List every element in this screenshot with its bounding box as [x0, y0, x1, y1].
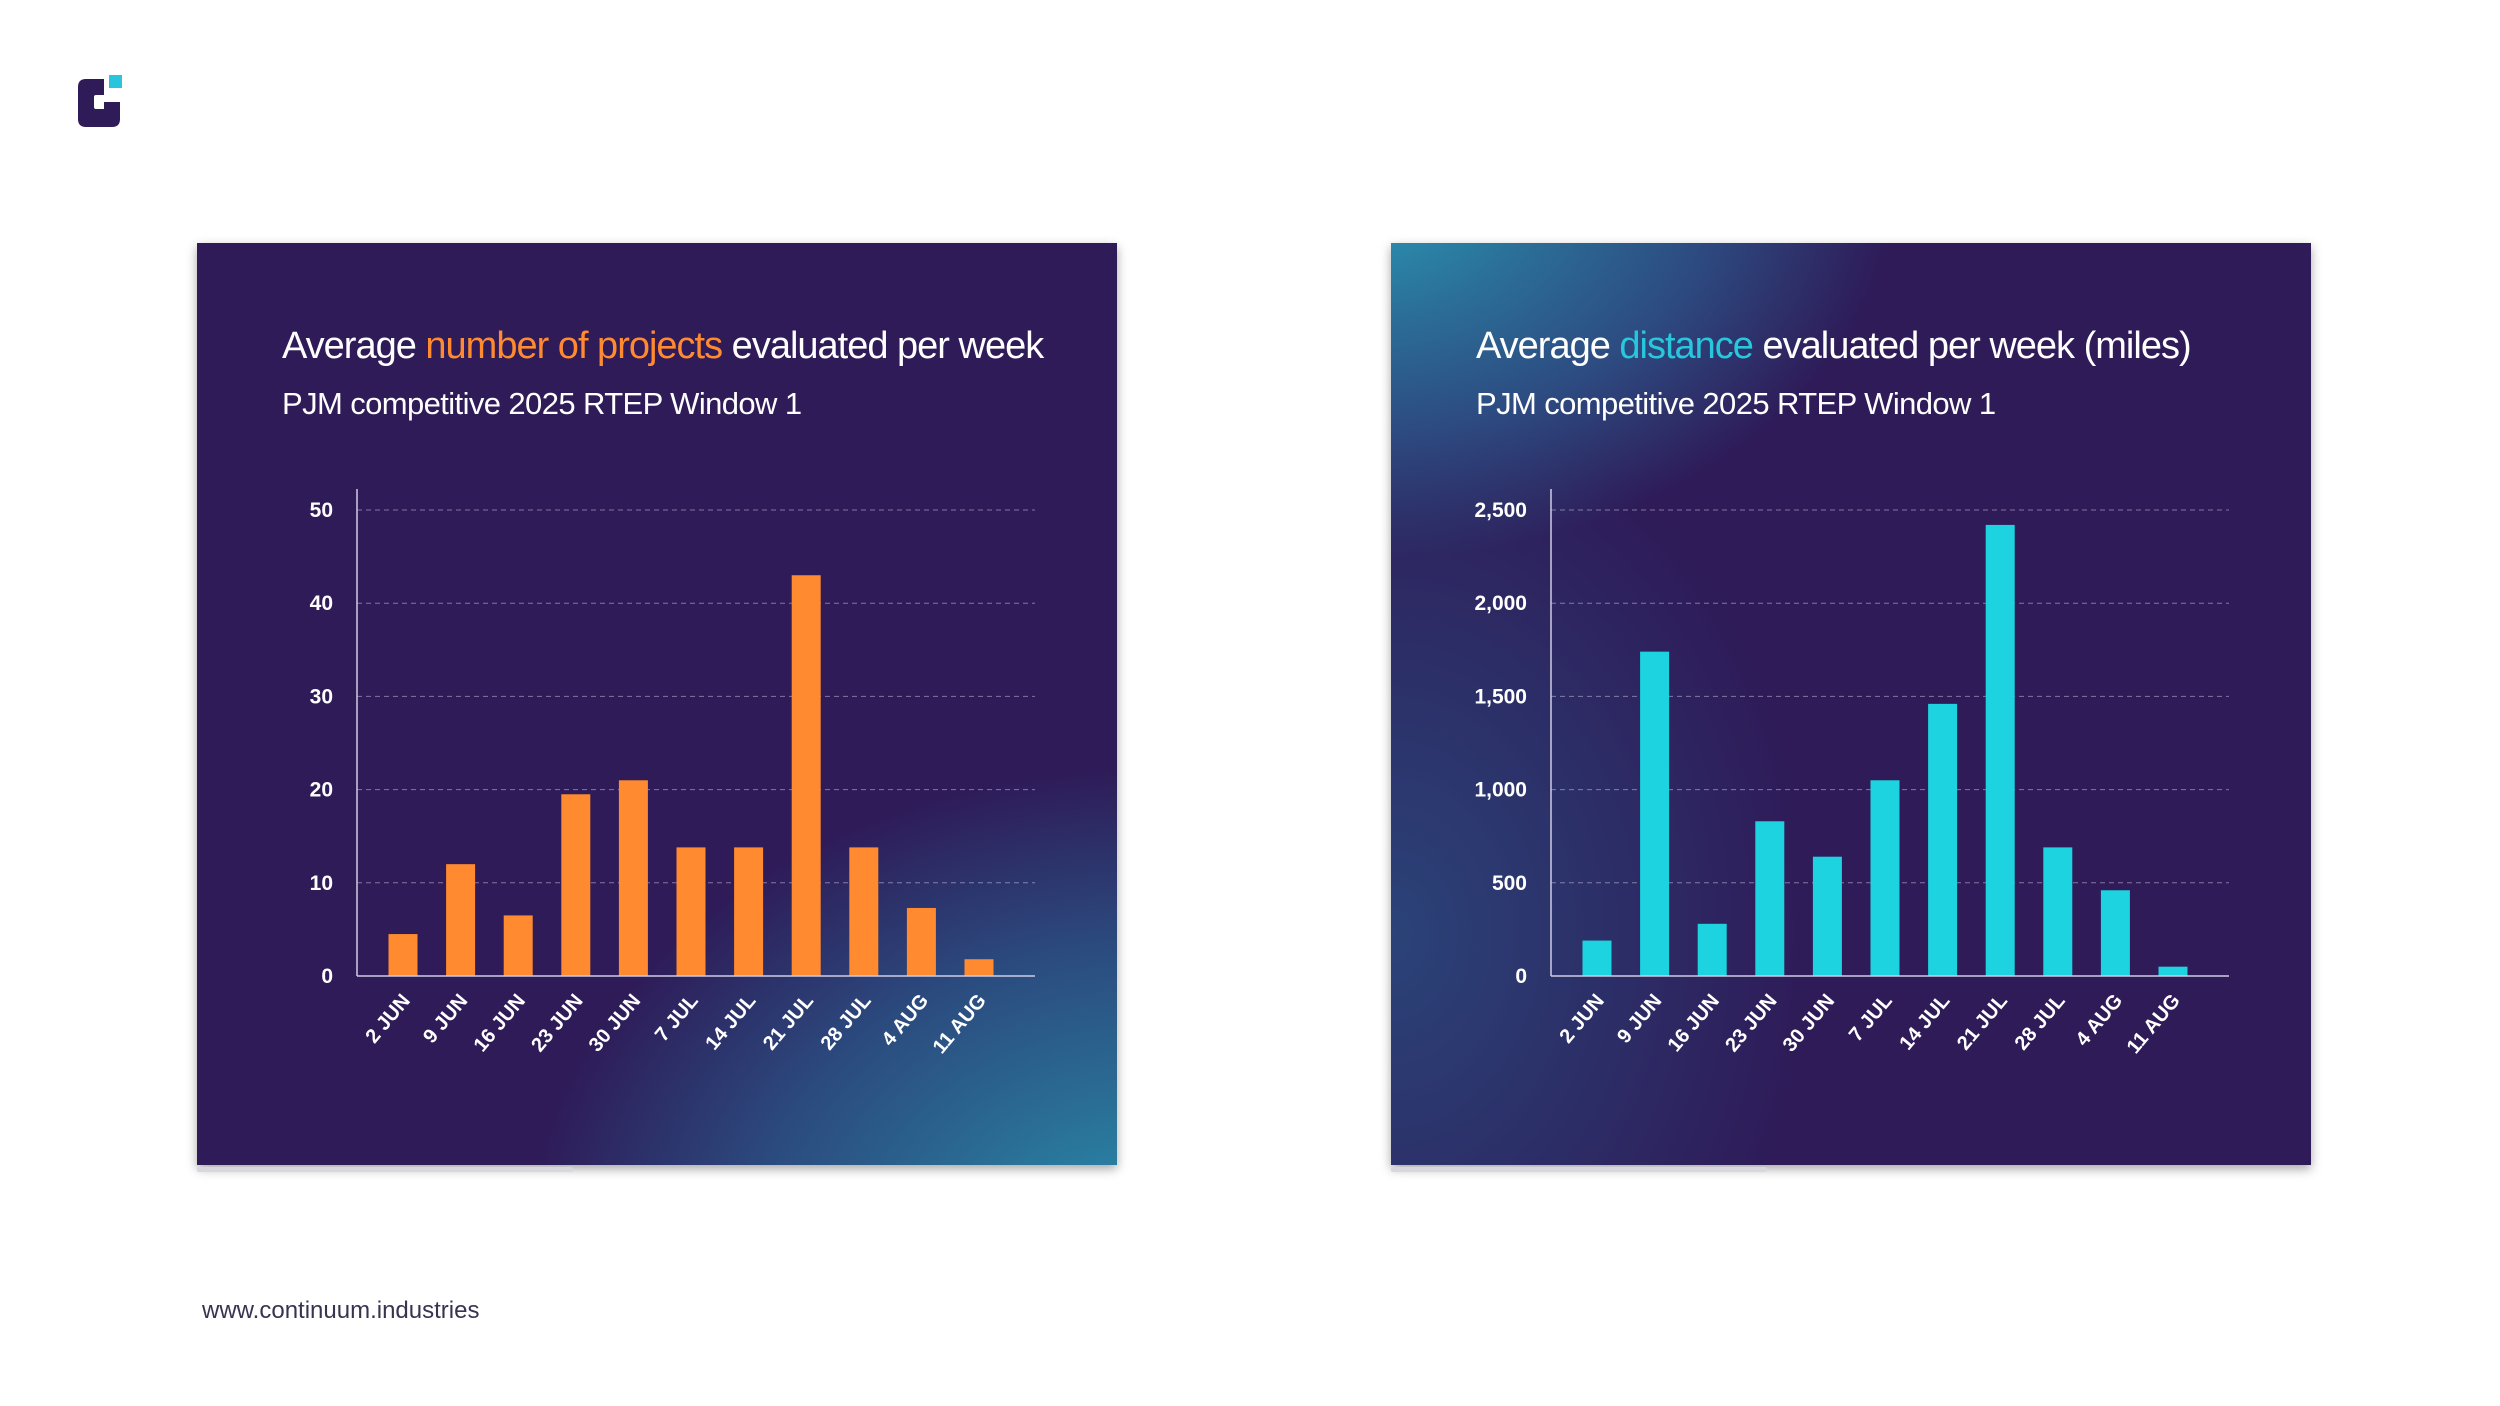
x-tick-label: 4 AUG — [2072, 990, 2128, 1050]
x-tick-label: 11 AUG — [2123, 990, 2185, 1058]
y-tick-label: 2,000 — [1474, 592, 1527, 615]
y-tick-label: 500 — [1492, 872, 1527, 895]
x-tick-label: 23 JUN — [1721, 990, 1781, 1056]
x-tick-label: 7 JUL — [651, 990, 703, 1046]
y-tick-label: 10 — [310, 872, 333, 895]
bar-16-jun — [1697, 923, 1727, 976]
x-tick-label: 9 JUN — [1613, 990, 1666, 1048]
x-tick-label: 4 AUG — [878, 990, 934, 1050]
chart-title-highlight: number of projects — [425, 325, 723, 367]
y-tick-label: 40 — [310, 592, 333, 615]
bar-14-jul — [734, 847, 764, 976]
bar-2-jun — [1582, 940, 1612, 976]
x-tick-label: 14 JUL — [701, 990, 760, 1054]
chart-title: Average number of projects evaluated per… — [282, 325, 1045, 368]
bar-4-aug — [906, 907, 936, 976]
card-underline — [1391, 1167, 1767, 1172]
bar-16-jun — [503, 915, 533, 976]
x-tick-label: 30 JUN — [1779, 990, 1839, 1056]
y-tick-label: 0 — [321, 965, 333, 988]
bar-21-jul — [791, 575, 821, 976]
x-tick-label: 7 JUL — [1845, 990, 1897, 1046]
x-tick-label: 16 JUN — [470, 990, 530, 1056]
chart-card-distance: Average distance evaluated per week (mil… — [1391, 243, 2311, 1165]
bar-14-jul — [1928, 703, 1958, 976]
bar-2-jun — [388, 934, 418, 976]
bar-23-jun — [1755, 821, 1785, 976]
x-tick-label: 28 JUL — [817, 990, 876, 1054]
footer-url: www.continuum.industries — [202, 1297, 480, 1324]
chart-title-unit: (miles) — [2074, 325, 2192, 367]
chart-title-suffix: evaluated per week — [722, 325, 1045, 367]
bar-30-jun — [618, 780, 648, 976]
y-tick-label: 30 — [310, 685, 333, 708]
bar-30-jun — [1812, 856, 1842, 976]
chart-card-projects: Average number of projects evaluated per… — [197, 243, 1117, 1165]
y-tick-label: 0 — [1515, 965, 1527, 988]
bar-7-jul — [1870, 780, 1900, 976]
y-tick-label: 2,500 — [1474, 499, 1527, 522]
x-tick-label: 9 JUN — [419, 990, 472, 1048]
y-tick-label: 1,000 — [1474, 779, 1527, 802]
x-tick-label: 14 JUL — [1895, 990, 1954, 1054]
bar-23-jun — [561, 794, 591, 976]
x-tick-label: 11 AUG — [929, 990, 991, 1058]
bar-9-jun — [1640, 651, 1670, 976]
chart-subtitle: PJM competitive 2025 RTEP Window 1 — [282, 386, 802, 421]
x-tick-label: 16 JUN — [1664, 990, 1724, 1056]
y-tick-label: 50 — [310, 499, 333, 522]
x-tick-label: 21 JUL — [1953, 990, 2012, 1054]
x-tick-label: 21 JUL — [759, 990, 818, 1054]
chart-title: Average distance evaluated per week (mil… — [1476, 325, 2192, 368]
chart-subtitle: PJM competitive 2025 RTEP Window 1 — [1476, 386, 1996, 421]
bar-28-jul — [2043, 847, 2073, 976]
bar-7-jul — [676, 847, 706, 976]
x-tick-label: 23 JUN — [527, 990, 587, 1056]
bar-21-jul — [1985, 524, 2015, 976]
bar-11-aug — [964, 959, 994, 976]
y-tick-label: 20 — [310, 779, 333, 802]
bar-11-aug — [2158, 966, 2188, 976]
y-tick-label: 1,500 — [1474, 685, 1527, 708]
bar-4-aug — [2100, 890, 2130, 976]
x-tick-label: 2 JUN — [1556, 990, 1609, 1048]
x-tick-label: 28 JUL — [2011, 990, 2070, 1054]
x-tick-label: 2 JUN — [362, 990, 415, 1048]
continuum-logo-icon — [78, 75, 122, 127]
chart-title-prefix: Average — [1476, 325, 1620, 367]
chart-title-suffix: evaluated per week — [1752, 325, 2076, 367]
x-tick-label: 30 JUN — [585, 990, 645, 1056]
bar-9-jun — [446, 864, 476, 976]
chart-title-highlight: distance — [1619, 325, 1754, 367]
bar-28-jul — [849, 847, 879, 976]
card-underline — [197, 1167, 573, 1172]
chart-title-prefix: Average — [282, 325, 426, 367]
